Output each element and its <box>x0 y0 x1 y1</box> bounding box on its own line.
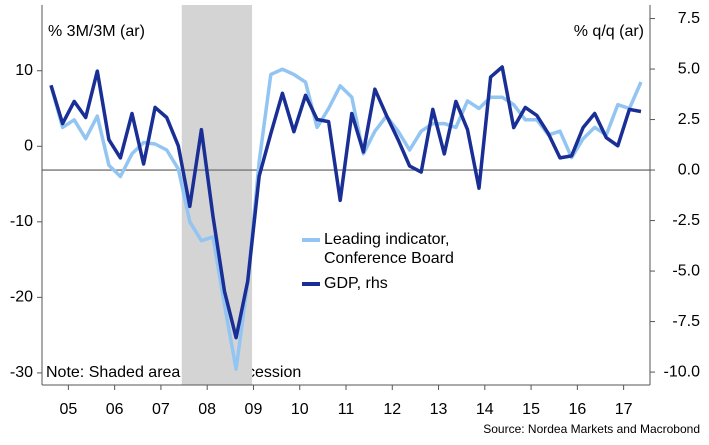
legend-swatch <box>302 238 320 242</box>
series-line <box>49 65 642 340</box>
y-axis-label: % 3M/3M (ar) <box>48 23 145 40</box>
y2-tick-label: 0.0 <box>678 161 700 178</box>
x-tick-label: 11 <box>338 401 355 418</box>
y2-tick-label: 5.0 <box>678 60 700 77</box>
x-tick-label: 12 <box>383 401 401 418</box>
x-tick-label: 17 <box>615 401 633 418</box>
x-tick-label: 08 <box>198 401 216 418</box>
x-tick-label: 10 <box>291 401 309 418</box>
x-tick-label: 14 <box>476 401 494 418</box>
legend-label: GDP, rhs <box>324 275 388 292</box>
x-tick-label: 09 <box>245 401 263 418</box>
x-tick-label: 15 <box>522 401 540 418</box>
x-tick-label: 06 <box>106 401 124 418</box>
x-tick-label: 13 <box>430 401 448 418</box>
y-tick-label: -10 <box>10 213 33 230</box>
x-tick-label: 16 <box>568 401 586 418</box>
x-tick-label: 07 <box>152 401 170 418</box>
y2-axis-label: % q/q (ar) <box>574 23 644 40</box>
y-tick-label: -20 <box>10 289 33 306</box>
legend-swatch <box>302 282 320 286</box>
y2-tick-label: -2.5 <box>672 212 700 229</box>
y2-tick-label: 2.5 <box>678 111 700 128</box>
series-line <box>49 67 643 371</box>
y2-tick-label: -5.0 <box>672 262 700 279</box>
y2-tick-label: -7.5 <box>672 313 700 330</box>
legend: Leading indicator, Conference Board GDP, … <box>302 230 482 299</box>
legend-item: Leading indicator, Conference Board <box>302 230 482 268</box>
y-tick-label: -30 <box>10 364 33 381</box>
y-tick-label: 10 <box>15 62 33 79</box>
y2-tick-label: 7.5 <box>678 10 700 27</box>
legend-item: GDP, rhs <box>302 274 482 293</box>
note: Note: Shaded area marks recession <box>46 364 301 381</box>
source: Source: Nordea Markets and Macrobond <box>483 422 700 436</box>
y2-tick-label: -10.0 <box>664 363 701 380</box>
legend-label: Leading indicator, Conference Board <box>324 231 454 267</box>
y-tick-label: 0 <box>24 137 33 154</box>
x-tick-label: 05 <box>59 401 77 418</box>
